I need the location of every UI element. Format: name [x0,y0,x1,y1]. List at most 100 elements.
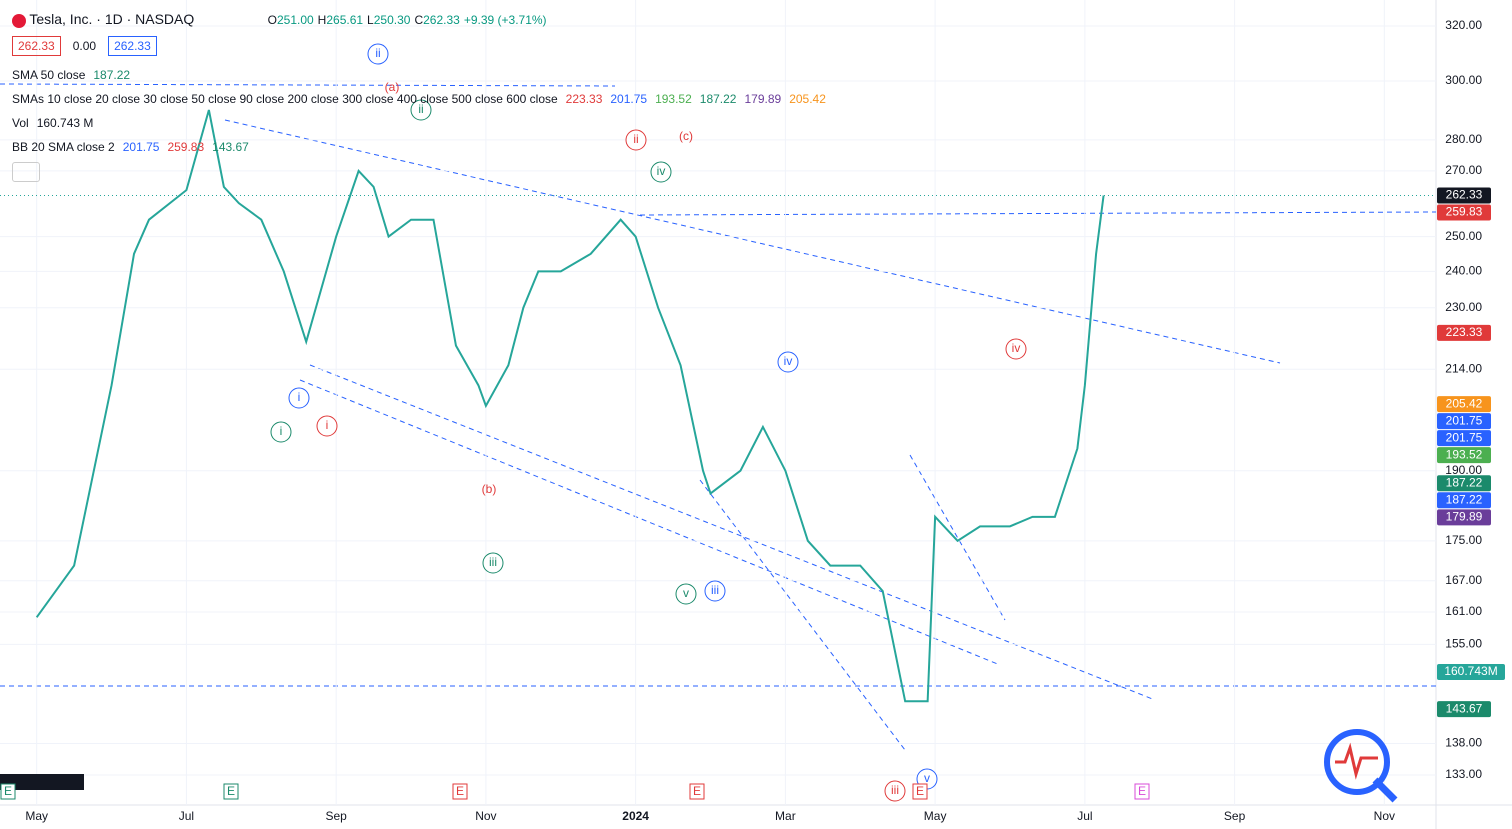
wave-label: (c) [679,129,693,143]
x-tick-label: Jul [1077,809,1092,823]
ohlc-item: +9.39 (+3.71%) [463,13,547,27]
y-tick-label: 214.00 [1445,361,1482,375]
indicator-value: 223.33 [565,92,603,106]
y-tick-label: 270.00 [1445,163,1482,177]
price-box: 262.33 [12,36,61,56]
ohlc-item: H [317,13,327,27]
price-badge-label: 143.67 [1446,701,1483,715]
earnings-label: E [456,784,464,798]
y-tick-label: 300.00 [1445,73,1482,87]
indicator-name: SMAs 10 close 20 close 30 close 50 close… [12,92,558,106]
price-box: 262.33 [108,36,157,56]
price-badge [1437,187,1491,204]
wave-label: iv [657,164,666,178]
ohlc-item: 251.00 [276,13,314,27]
volume-badge-label: 160.743M [1444,664,1497,678]
earnings-marker [223,783,239,800]
search-icon[interactable] [1324,729,1390,795]
wave-label: iv [784,354,793,368]
indicator-name: Vol [12,116,29,130]
indicator-row: SMAs 10 close 20 close 30 close 50 close… [12,92,834,106]
wave-marker [482,552,504,574]
indicator-value: 201.75 [610,92,648,106]
indicator-row: BB 20 SMA close 2 201.75 259.83 143.67 [12,140,257,154]
price-badge-label: 179.89 [1446,510,1483,524]
price-badge [1437,447,1491,464]
y-tick-label: 320.00 [1445,18,1482,32]
price-badge-label: 262.33 [1446,188,1483,202]
indicator-value: 201.75 [122,140,160,154]
x-tick-label: Sep [325,809,347,823]
wave-marker [625,129,647,151]
price-badge [1437,324,1491,341]
price-badge-label: 187.22 [1446,492,1483,506]
price-badge-label: 201.75 [1446,413,1483,427]
search-icon-handle [1372,777,1398,803]
symbol: Tesla, Inc. · 1D · NASDAQ [29,11,195,27]
wave-label: iii [489,555,497,569]
collapse-button[interactable] [12,162,40,182]
price-badge [1437,396,1491,413]
price-badge [1437,430,1491,447]
price-badge [1437,204,1491,221]
y-tick-label: 155.00 [1445,637,1482,651]
price-line [35,109,1105,703]
wave-marker [316,415,338,437]
indicator-row: SMA 50 close 187.22 [12,68,138,82]
wave-label: (a) [385,80,400,94]
indicator-value: 187.22 [699,92,737,106]
indicator-value: 187.22 [93,68,131,82]
ohlc-item: 265.61 [326,13,364,27]
wave-label: ii [633,132,638,146]
price-badge [1437,475,1491,492]
x-tick-label: Sep [1224,809,1246,823]
indicator-name: SMA 50 close [12,68,86,82]
wave-label: (b) [482,482,497,496]
y-tick-label: 138.00 [1445,736,1482,750]
y-tick-label: 167.00 [1445,573,1482,587]
y-tick-label: 175.00 [1445,533,1482,547]
price-badge-label: 193.52 [1446,447,1483,461]
earnings-marker [1134,783,1150,800]
volume-badge [1437,664,1505,680]
price-box: 0.00 [72,39,97,53]
wave-marker [1005,338,1027,360]
y-tick-label: 240.00 [1445,264,1482,278]
logo [0,774,84,790]
price-badge [1437,701,1491,718]
wave-label: iii [711,583,719,597]
wave-label: iii [891,783,899,797]
price-badge [1437,413,1491,430]
wave-marker [704,580,726,602]
ohlc-item: L [367,13,374,27]
indicator-value: 143.67 [212,140,249,154]
price-badge-label: 223.33 [1446,325,1483,339]
x-tick-label: May [25,809,48,823]
logo-dot [12,13,26,28]
wave-marker [777,351,799,373]
earnings-marker [689,783,705,800]
x-tick-label: May [924,809,947,823]
wave-marker [410,99,432,121]
wave-label: v [924,771,930,785]
y-tick-label: 190.00 [1445,463,1482,477]
earnings-label: E [227,784,235,798]
indicator-row: Vol 160.743 M [12,116,101,130]
ohlc-item: C [414,13,424,27]
earnings-label: E [916,784,924,798]
indicator-name: BB 20 SMA close 2 [12,140,115,154]
price-badge-label: 205.42 [1446,396,1483,410]
price-badge-label: 201.75 [1446,430,1483,444]
ohlc: O251.00 H265.61 L250.30 C262.33 +9.39 (+3.71… [268,13,551,27]
wave-label: i [326,418,329,432]
x-tick-label: 2024 [622,809,649,823]
price-badge-label: 187.22 [1446,475,1483,489]
indicator-value: 205.42 [789,92,826,106]
x-tick-label: Jul [179,809,194,823]
wave-marker [270,421,292,443]
wave-label: v [683,586,689,600]
search-icon-pulse [1335,742,1378,780]
symbol-row: Tesla, Inc. · 1D · NASDAQ O251.00 H265.61… [12,11,551,28]
earnings-marker [912,783,928,800]
wave-label: iv [1012,341,1021,355]
